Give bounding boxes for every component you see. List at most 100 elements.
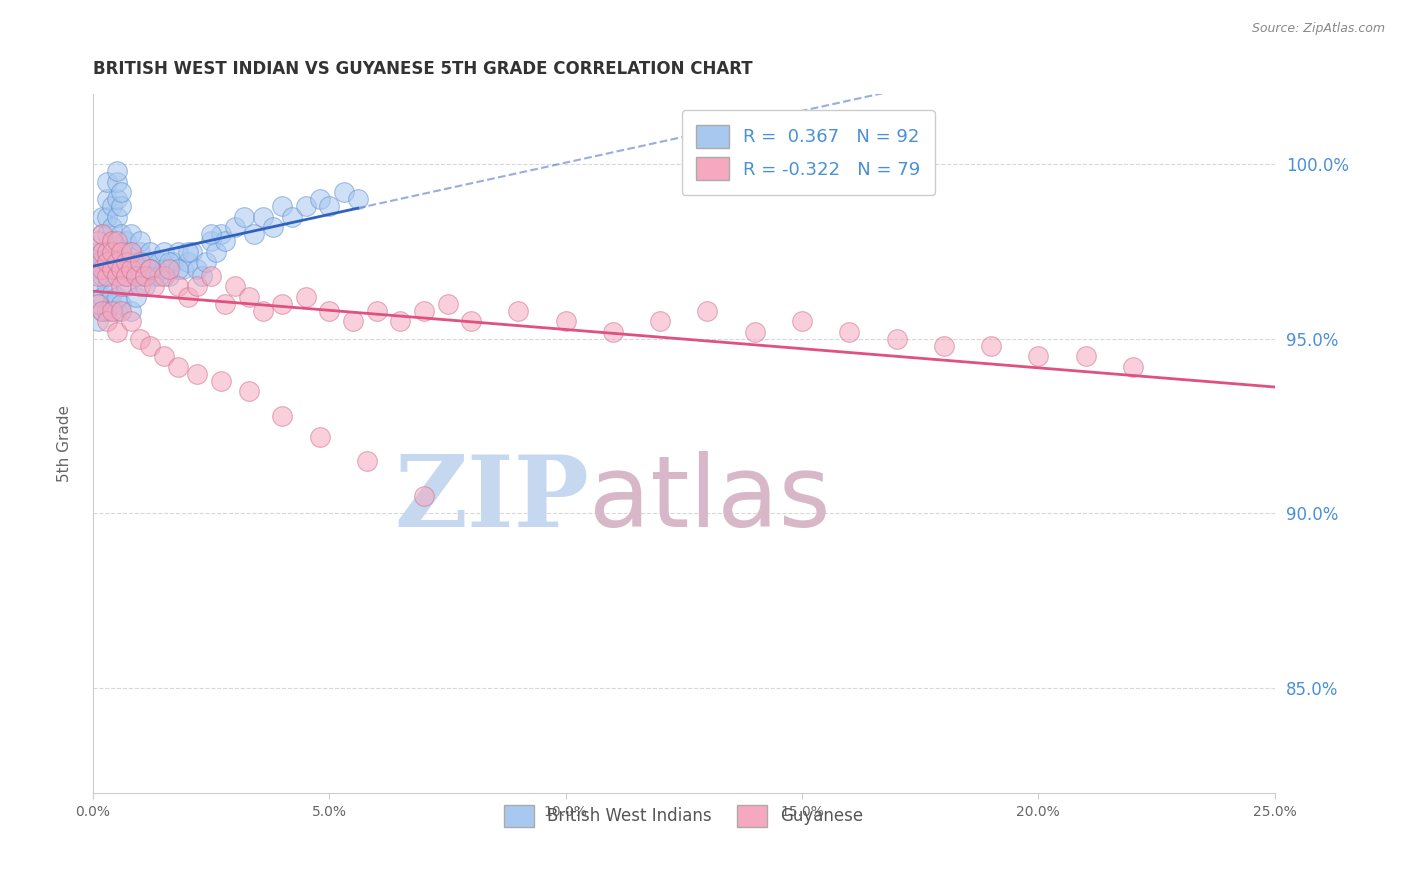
Point bbox=[318, 199, 340, 213]
Point bbox=[87, 297, 110, 311]
Point bbox=[790, 314, 813, 328]
Point bbox=[176, 255, 198, 269]
Point bbox=[87, 234, 110, 248]
Point bbox=[91, 262, 114, 277]
Point bbox=[366, 304, 388, 318]
Point bbox=[252, 210, 274, 224]
Point bbox=[96, 279, 118, 293]
Text: Source: ZipAtlas.com: Source: ZipAtlas.com bbox=[1251, 22, 1385, 36]
Point bbox=[650, 314, 672, 328]
Point bbox=[91, 227, 114, 241]
Point bbox=[696, 304, 718, 318]
Point bbox=[262, 220, 284, 235]
Point bbox=[238, 384, 260, 399]
Point bbox=[389, 314, 412, 328]
Point bbox=[886, 332, 908, 346]
Point bbox=[87, 262, 110, 277]
Point bbox=[744, 325, 766, 339]
Point bbox=[153, 268, 176, 283]
Point bbox=[157, 268, 180, 283]
Point bbox=[157, 262, 180, 277]
Point bbox=[167, 262, 190, 277]
Point bbox=[412, 489, 434, 503]
Point bbox=[186, 279, 208, 293]
Point bbox=[233, 210, 256, 224]
Point bbox=[101, 262, 124, 277]
Point bbox=[101, 234, 124, 248]
Point bbox=[105, 290, 128, 304]
Point bbox=[134, 255, 156, 269]
Point bbox=[980, 339, 1002, 353]
Point bbox=[1122, 359, 1144, 374]
Point bbox=[96, 304, 118, 318]
Point bbox=[96, 210, 118, 224]
Point bbox=[309, 192, 332, 206]
Point bbox=[91, 304, 114, 318]
Point bbox=[224, 220, 246, 235]
Point bbox=[190, 268, 212, 283]
Text: atlas: atlas bbox=[589, 450, 831, 548]
Point bbox=[110, 244, 132, 259]
Point bbox=[87, 279, 110, 293]
Point bbox=[96, 314, 118, 328]
Point bbox=[96, 255, 118, 269]
Point bbox=[356, 454, 378, 468]
Point bbox=[138, 244, 160, 259]
Point bbox=[271, 409, 294, 423]
Point bbox=[101, 244, 124, 259]
Point bbox=[138, 262, 160, 277]
Point bbox=[120, 227, 142, 241]
Point bbox=[91, 244, 114, 259]
Point bbox=[115, 268, 138, 283]
Point bbox=[554, 314, 576, 328]
Point bbox=[134, 279, 156, 293]
Point bbox=[105, 175, 128, 189]
Point bbox=[105, 234, 128, 248]
Point bbox=[294, 290, 316, 304]
Point bbox=[110, 185, 132, 199]
Text: ZIP: ZIP bbox=[395, 450, 589, 548]
Point bbox=[318, 304, 340, 318]
Point bbox=[101, 262, 124, 277]
Point bbox=[91, 290, 114, 304]
Point bbox=[209, 227, 232, 241]
Point bbox=[143, 268, 166, 283]
Point bbox=[412, 304, 434, 318]
Point bbox=[167, 359, 190, 374]
Point bbox=[129, 332, 152, 346]
Point bbox=[87, 268, 110, 283]
Point bbox=[91, 268, 114, 283]
Point bbox=[120, 244, 142, 259]
Point bbox=[87, 255, 110, 269]
Legend: British West Indians, Guyanese: British West Indians, Guyanese bbox=[498, 798, 870, 833]
Point bbox=[110, 262, 132, 277]
Point bbox=[124, 255, 146, 269]
Point bbox=[101, 304, 124, 318]
Point bbox=[138, 262, 160, 277]
Point bbox=[280, 210, 302, 224]
Point bbox=[110, 244, 132, 259]
Point bbox=[271, 199, 294, 213]
Point bbox=[1028, 349, 1050, 363]
Point bbox=[91, 304, 114, 318]
Point bbox=[143, 279, 166, 293]
Point bbox=[186, 367, 208, 381]
Point bbox=[120, 314, 142, 328]
Point bbox=[120, 304, 142, 318]
Point bbox=[96, 227, 118, 241]
Point bbox=[1074, 349, 1097, 363]
Point bbox=[105, 325, 128, 339]
Point bbox=[200, 268, 222, 283]
Point bbox=[200, 227, 222, 241]
Point bbox=[91, 255, 114, 269]
Point bbox=[115, 234, 138, 248]
Y-axis label: 5th Grade: 5th Grade bbox=[58, 405, 72, 482]
Point bbox=[138, 339, 160, 353]
Point bbox=[162, 255, 184, 269]
Point bbox=[129, 234, 152, 248]
Point bbox=[214, 297, 236, 311]
Point bbox=[148, 268, 170, 283]
Point bbox=[242, 227, 264, 241]
Point bbox=[87, 244, 110, 259]
Point bbox=[148, 255, 170, 269]
